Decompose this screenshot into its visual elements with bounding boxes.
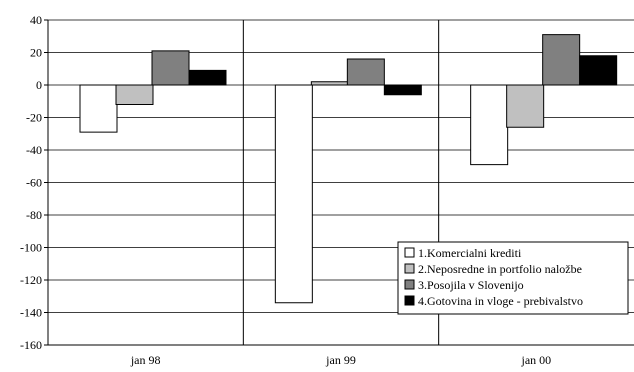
y-tick-label: -40 bbox=[26, 143, 42, 157]
legend: 1.Komercialni krediti 2.Neposredne in por… bbox=[397, 241, 629, 315]
legend-swatch-3 bbox=[404, 279, 415, 290]
y-tick-label: 40 bbox=[30, 13, 42, 27]
x-tick-label: jan 99 bbox=[325, 353, 356, 367]
bar-jan-99-series-2 bbox=[310, 81, 349, 86]
y-tick-label: 0 bbox=[36, 78, 42, 92]
bar-jan-98-series-1 bbox=[79, 84, 118, 133]
y-tick-label: 20 bbox=[30, 46, 42, 60]
legend-label-3: 3.Posojila v Slovenijo bbox=[418, 278, 524, 292]
y-tick-label: -160 bbox=[20, 338, 42, 352]
bar-jan-99-series-3 bbox=[346, 58, 385, 86]
bar-jan-00-series-3 bbox=[542, 34, 581, 86]
x-tick-label: jan 98 bbox=[130, 353, 161, 367]
y-tick-label: -120 bbox=[20, 273, 42, 287]
y-tick-label: -20 bbox=[26, 111, 42, 125]
bar-jan-98-series-4 bbox=[188, 69, 227, 86]
legend-swatch-4 bbox=[404, 295, 415, 306]
legend-label-1: 1.Komercialni krediti bbox=[418, 246, 522, 260]
y-axis-ticks: 40 20 0 -20 -40 -60 -80 -100 -120 -140 -160 bbox=[20, 13, 48, 352]
y-tick-label: -140 bbox=[20, 306, 42, 320]
bar-jan-00-series-4 bbox=[579, 55, 618, 86]
legend-swatch-1 bbox=[404, 247, 415, 258]
bar-jan-99-series-1 bbox=[274, 84, 313, 304]
legend-label-4: 4.Gotovina in vloge - prebivalstvo bbox=[418, 294, 583, 308]
bar-jan-99-series-4 bbox=[383, 84, 422, 96]
bars bbox=[79, 34, 618, 304]
bar-jan-98-series-2 bbox=[115, 84, 154, 105]
bar-jan-98-series-3 bbox=[151, 50, 190, 86]
bar-jan-00-series-1 bbox=[470, 84, 509, 166]
legend-box bbox=[397, 241, 629, 315]
x-axis-ticks: jan 98 jan 99 jan 00 bbox=[130, 353, 551, 367]
y-tick-label: -80 bbox=[26, 208, 42, 222]
legend-label-2: 2.Neposredne in portfolio naložbe bbox=[418, 262, 582, 276]
x-tick-label: jan 00 bbox=[520, 353, 551, 367]
legend-swatch-2 bbox=[404, 263, 415, 274]
bar-jan-00-series-2 bbox=[506, 84, 545, 128]
y-tick-label: -60 bbox=[26, 176, 42, 190]
y-tick-label: -100 bbox=[20, 241, 42, 255]
